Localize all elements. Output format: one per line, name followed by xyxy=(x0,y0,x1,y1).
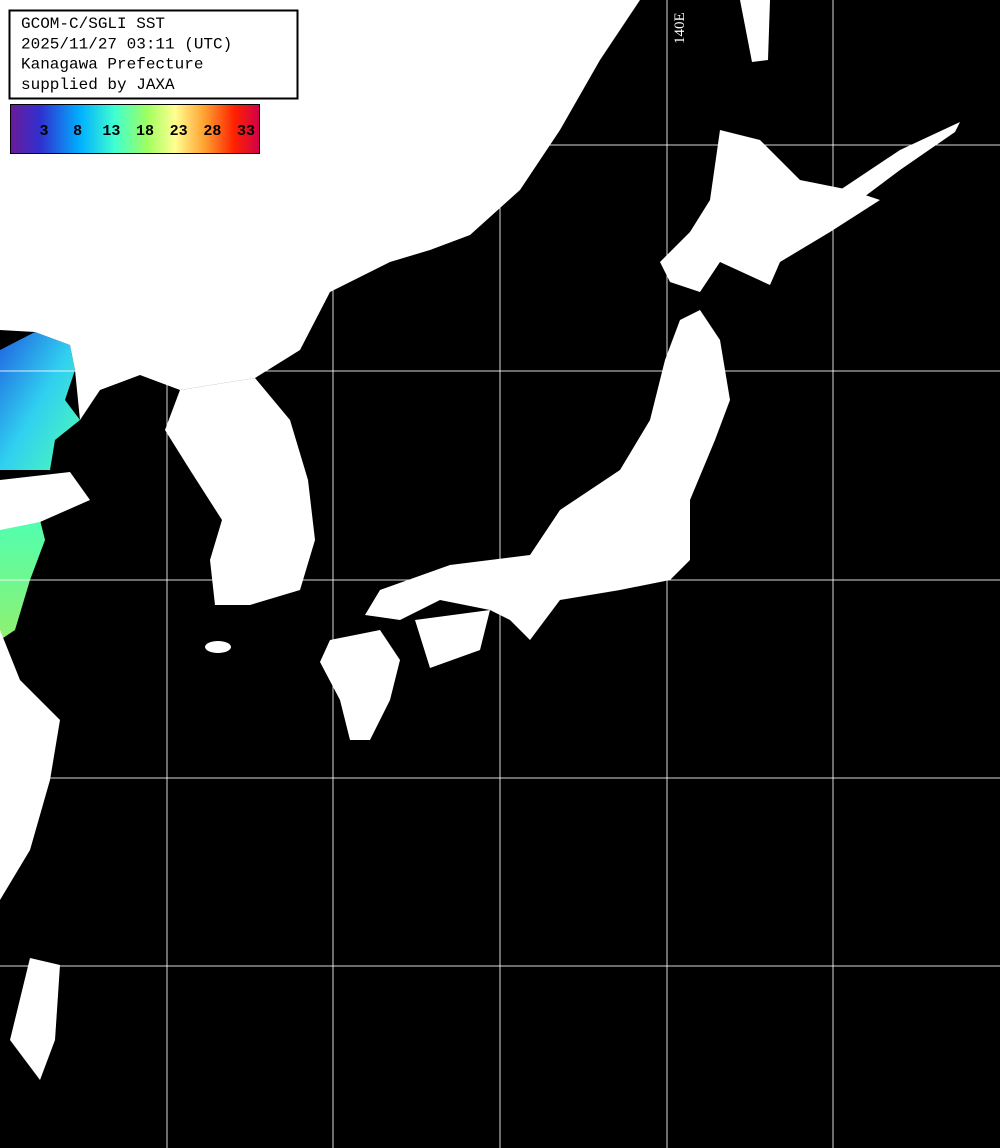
china-coast xyxy=(0,630,60,900)
header: GCOM-C/SGLI SST 2025/11/27 03:11 (UTC) Kan… xyxy=(21,15,232,94)
korea xyxy=(165,378,315,605)
colorbar-tick-label: 33 xyxy=(237,123,255,140)
taiwan xyxy=(10,958,60,1080)
colorbar-tick-label: 23 xyxy=(170,123,188,140)
shandong xyxy=(0,472,90,530)
colorbar xyxy=(10,104,260,154)
colorbar-tick-label: 13 xyxy=(102,123,120,140)
colorbar-tick-label: 8 xyxy=(73,123,82,140)
header-line: 2025/11/27 03:11 (UTC) xyxy=(21,35,232,53)
hokkaido xyxy=(660,130,880,292)
kuril xyxy=(840,122,960,200)
kyushu xyxy=(320,630,400,740)
colorbar-tick-label: 18 xyxy=(136,123,154,140)
colorbar-ticks: 3 8 13 18 23 28 33 xyxy=(39,123,255,140)
jeju xyxy=(205,641,231,653)
colorbar-tick-label: 3 xyxy=(39,123,48,140)
sst-patch xyxy=(0,332,80,470)
header-line: supplied by JAXA xyxy=(21,76,175,94)
shikoku xyxy=(415,610,490,668)
honshu xyxy=(365,310,730,640)
header-line: Kanagawa Prefecture xyxy=(21,56,203,74)
header-box xyxy=(8,9,299,100)
header-line: GCOM-C/SGLI SST xyxy=(21,15,165,33)
colorbar-tick-label: 28 xyxy=(203,123,221,140)
lon-label: 140E xyxy=(672,12,688,44)
sakhalin xyxy=(740,0,770,62)
